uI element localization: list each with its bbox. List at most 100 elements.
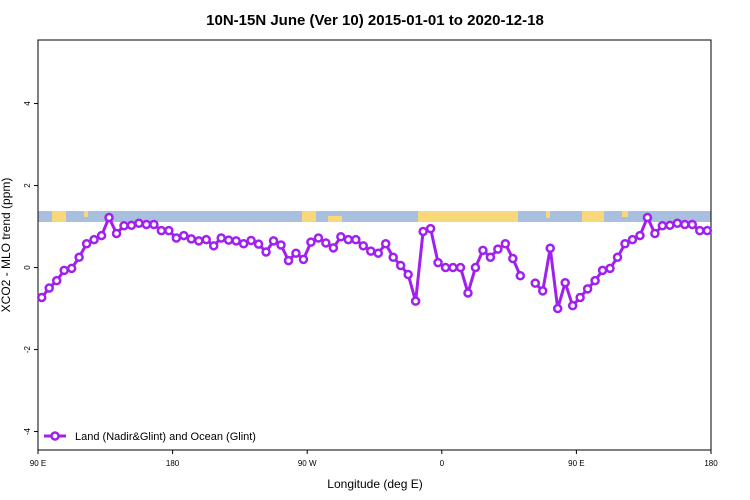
data-point (59, 265, 69, 276)
data-point (657, 220, 668, 231)
y-tick-label: -4 (23, 427, 32, 435)
data-point (545, 243, 555, 254)
data-point (567, 300, 578, 311)
data-point (508, 253, 518, 264)
y-tick-label: 2 (23, 183, 32, 188)
data-point (597, 265, 608, 276)
data-point (485, 252, 496, 263)
data-point (216, 233, 226, 243)
data-point (440, 262, 451, 273)
data-point (336, 232, 346, 242)
data-point (81, 239, 92, 249)
data-point (291, 248, 301, 258)
data-point (104, 212, 114, 223)
data-point (126, 220, 137, 231)
data-point (223, 235, 234, 245)
data-point (51, 275, 62, 286)
data-point (74, 252, 84, 263)
plot-frame (37, 39, 712, 451)
data-point (478, 245, 488, 256)
data-point (343, 234, 354, 245)
data-point (620, 239, 630, 249)
data-point (605, 263, 615, 274)
data-point (321, 238, 331, 248)
data-point (538, 286, 548, 296)
data-point (149, 219, 159, 230)
data-point (687, 219, 698, 230)
data-point (351, 234, 361, 245)
y-tick-label: 4 (23, 101, 32, 106)
data-point (36, 292, 47, 303)
data-point (186, 234, 197, 244)
data-point (448, 262, 458, 273)
data-point (418, 226, 428, 237)
data-point (635, 230, 645, 241)
data-point (268, 236, 279, 246)
data-point (231, 236, 241, 246)
data-point (530, 278, 541, 288)
data-point (650, 228, 660, 239)
data-point (612, 252, 623, 263)
data-point (642, 212, 653, 223)
data-point (373, 248, 383, 258)
x-tick-label: 90 E (30, 459, 46, 468)
data-point (410, 296, 421, 306)
data-point (306, 237, 316, 247)
data-point (552, 303, 563, 314)
data-point (590, 275, 600, 286)
data-point (328, 243, 339, 253)
data-point (298, 254, 309, 265)
data-point (672, 218, 683, 229)
data-point (515, 271, 526, 281)
data-point (134, 218, 144, 229)
data-point (493, 244, 503, 254)
data-point (283, 255, 294, 266)
x-tick-label: 180 (166, 459, 180, 468)
x-tick-label: 180 (704, 459, 718, 468)
data-point (366, 246, 376, 256)
y-tick-label: -2 (23, 345, 32, 353)
x-axis-label: Longitude (deg E) (327, 477, 422, 491)
data-point (253, 239, 264, 249)
data-point (246, 235, 256, 246)
data-point (425, 223, 436, 234)
data-point (238, 239, 249, 249)
legend-marker (50, 431, 60, 441)
data-point (276, 240, 286, 250)
data-point (695, 225, 705, 236)
data-point (261, 247, 271, 257)
data-point (388, 252, 398, 263)
series-line (40, 213, 708, 309)
data-point (119, 220, 129, 231)
data-point (627, 234, 638, 245)
data-point (680, 219, 690, 230)
data-point (560, 277, 570, 288)
data-point (395, 260, 406, 271)
data-point (164, 225, 174, 236)
data-point (96, 230, 107, 241)
data-point (156, 225, 167, 236)
data-point (179, 230, 189, 241)
data-point (358, 241, 369, 251)
data-point (194, 236, 204, 246)
data-point (470, 262, 481, 273)
data-point (208, 241, 219, 251)
data-point (403, 269, 413, 280)
data-point (575, 292, 585, 303)
y-axis-label: XCO2 - MLO trend (ppm) (0, 178, 13, 313)
data-point (380, 239, 391, 249)
x-tick-label: 0 (440, 459, 445, 468)
data-point (313, 233, 324, 243)
data-point (89, 234, 99, 245)
data-point (201, 234, 211, 245)
x-tick-label: 90 W (298, 459, 317, 468)
data-point (111, 228, 122, 239)
data-point (66, 263, 77, 274)
legend-label: Land (Nadir&Glint) and Ocean (Glint) (75, 431, 256, 443)
data-point (141, 219, 152, 230)
data-point (455, 262, 466, 273)
data-point (582, 284, 593, 294)
map-band (38, 211, 711, 222)
data-point (665, 220, 675, 231)
